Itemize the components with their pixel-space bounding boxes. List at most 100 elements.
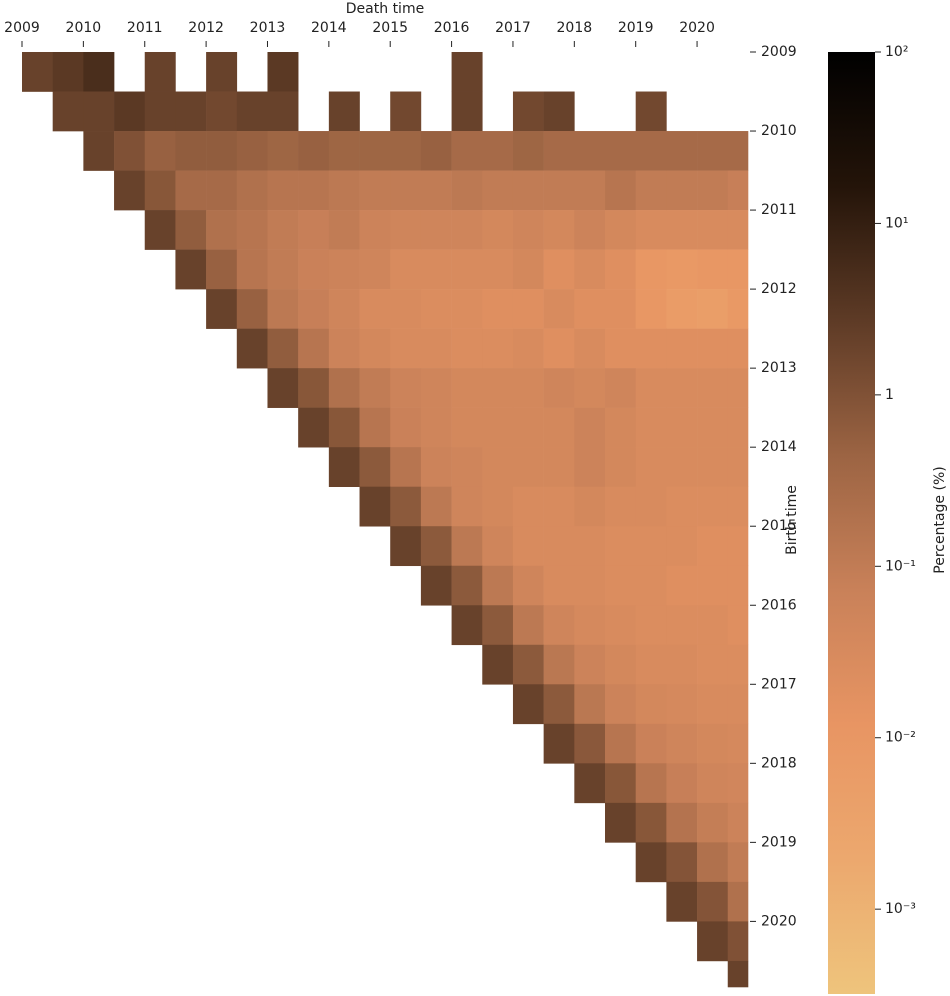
heatmap-cell — [451, 486, 483, 527]
heatmap-cell — [512, 447, 544, 487]
heatmap-cell — [727, 486, 749, 527]
heatmap-cell — [574, 526, 606, 567]
heatmap-cell — [359, 368, 391, 408]
heatmap-cell — [359, 249, 391, 290]
x-tick-label: 2012 — [188, 20, 224, 36]
heatmap-cell — [512, 565, 544, 606]
heatmap-cell — [359, 328, 391, 369]
x-tick-label: 2016 — [434, 20, 470, 36]
heatmap-cell — [666, 723, 698, 764]
heatmap-cell — [697, 605, 729, 646]
heatmap-cell — [328, 289, 360, 329]
heatmap-cell — [666, 684, 698, 725]
heatmap-cell — [390, 486, 422, 527]
heatmap-cell — [574, 644, 606, 685]
heatmap-cell — [635, 131, 667, 171]
heatmap-cell — [605, 131, 636, 171]
colorbar-title: Percentage (%) — [932, 466, 948, 573]
heatmap-cell — [666, 881, 698, 922]
heatmap-cell — [298, 368, 330, 408]
heatmap-cell — [451, 407, 483, 448]
heatmap-cell — [298, 170, 330, 211]
colorbar — [828, 52, 875, 994]
heatmap-cell — [666, 486, 698, 527]
heatmap-cell — [359, 407, 391, 448]
heatmap-cell — [543, 526, 575, 567]
heatmap-cell — [605, 447, 636, 487]
heatmap-cell — [543, 447, 575, 487]
heatmap-cell — [635, 368, 667, 408]
heatmap-cell — [359, 486, 391, 527]
heatmap-cell — [543, 368, 575, 408]
x-tick-label: 2010 — [66, 20, 102, 36]
heatmap-cell — [727, 723, 749, 764]
heatmap-cell — [666, 249, 698, 290]
heatmap-cell — [605, 723, 636, 764]
heatmap-cell — [727, 328, 749, 369]
heatmap-cell — [267, 91, 299, 132]
heatmap-cell — [727, 565, 749, 606]
heatmap-cell — [574, 368, 606, 408]
y-tick-label: 2018 — [761, 755, 797, 771]
heatmap-cell — [635, 723, 667, 764]
heatmap-cell — [298, 407, 330, 448]
heatmap-cell — [206, 289, 238, 329]
heatmap-cell — [451, 249, 483, 290]
y-tick-label: 2012 — [761, 281, 797, 297]
x-tick-label: 2013 — [250, 20, 286, 36]
heatmap-cell — [605, 605, 636, 646]
heatmap-cell — [697, 249, 729, 290]
heatmap-cell — [727, 289, 749, 329]
y-tick-label: 2014 — [761, 439, 797, 455]
heatmap-cell — [727, 921, 749, 962]
heatmap-cell — [605, 644, 636, 685]
heatmap-cell — [543, 131, 575, 171]
heatmap-cell — [52, 52, 84, 92]
heatmap-cell — [666, 170, 698, 211]
heatmap-cell — [697, 289, 729, 329]
heatmap-cell — [114, 91, 146, 132]
y-tick-label: 2010 — [761, 123, 797, 139]
heatmap-cell — [574, 328, 606, 369]
heatmap-cell — [482, 605, 514, 646]
heatmap-cell — [512, 131, 544, 171]
heatmap-cell — [420, 526, 452, 567]
heatmap-cell — [666, 842, 698, 883]
heatmap-cell — [390, 170, 422, 211]
heatmap-cell — [697, 526, 729, 567]
heatmap-cell — [605, 249, 636, 290]
heatmap-cell — [22, 52, 53, 92]
x-tick-label: 2015 — [372, 20, 408, 36]
heatmap-cell — [543, 407, 575, 448]
heatmap-cell — [267, 249, 299, 290]
heatmap-cell — [328, 249, 360, 290]
heatmap-cell — [574, 249, 606, 290]
x-tick-label: 2009 — [4, 20, 40, 36]
heatmap-cell — [666, 368, 698, 408]
y-tick-label: 2015 — [761, 518, 797, 534]
heatmap-cell — [83, 131, 115, 171]
heatmap-cell — [605, 802, 636, 843]
heatmap-cell — [697, 210, 729, 250]
heatmap-cell — [267, 210, 299, 250]
heatmap-cell — [666, 328, 698, 369]
heatmap-cell — [697, 486, 729, 527]
heatmap-cell — [666, 565, 698, 606]
heatmap-cell — [574, 210, 606, 250]
heatmap-cell — [390, 210, 422, 250]
heatmap-cell — [390, 131, 422, 171]
heatmap-cell — [697, 842, 729, 883]
heatmap-cell — [727, 881, 749, 922]
heatmap-cell — [482, 210, 514, 250]
heatmap-cell — [420, 131, 452, 171]
heatmap-cell — [175, 249, 207, 290]
heatmap-cell — [390, 289, 422, 329]
heatmap-cell — [727, 763, 749, 804]
heatmap-cell — [635, 526, 667, 567]
heatmap-cell — [512, 407, 544, 448]
heatmap-cell — [635, 684, 667, 725]
x-tick-label: 2014 — [311, 20, 347, 36]
heatmap-cell — [482, 131, 514, 171]
heatmap-cell — [420, 407, 452, 448]
heatmap-cell — [574, 447, 606, 487]
